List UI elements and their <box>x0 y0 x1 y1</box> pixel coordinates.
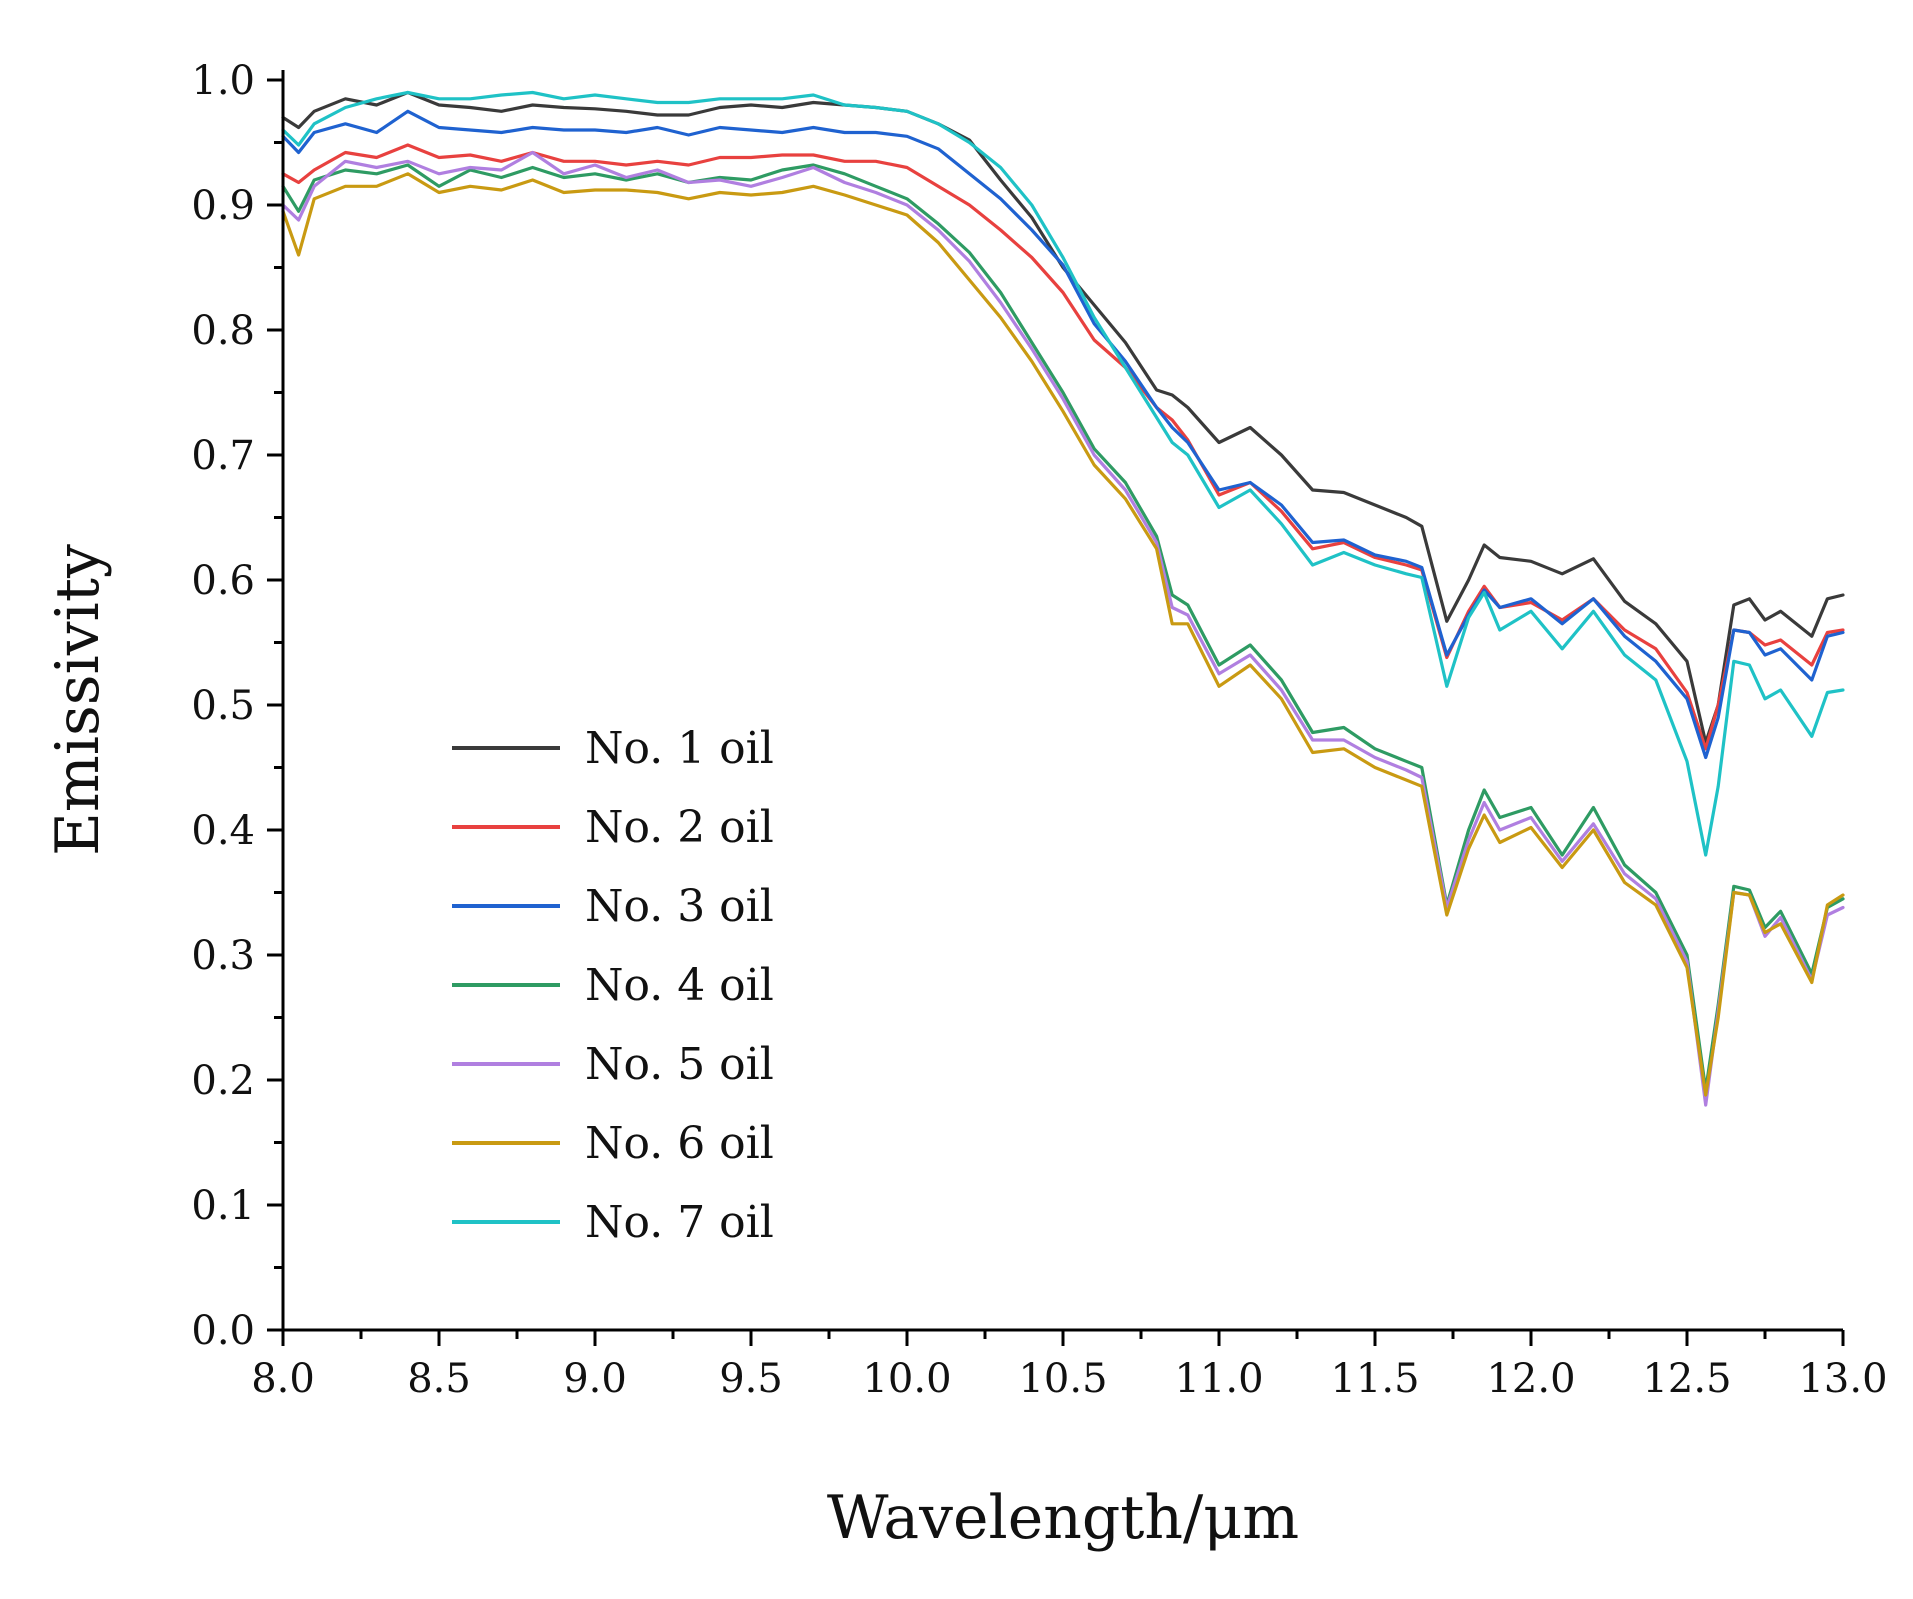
series-layer <box>281 90 1845 1107</box>
x-tick-label: 10.5 <box>1018 1356 1107 1402</box>
x-tick-label: 11.0 <box>1174 1356 1263 1402</box>
legend-label: No. 2 oil <box>585 802 774 853</box>
legend-item: No. 1 oil <box>452 723 774 774</box>
x-tick-label: 9.5 <box>719 1356 783 1402</box>
x-tick-label: 12.5 <box>1642 1356 1731 1402</box>
legend-item: No. 5 oil <box>452 1039 774 1090</box>
legend-label: No. 1 oil <box>585 723 774 774</box>
y-tick-label: 0.8 <box>191 308 255 354</box>
legend-label: No. 3 oil <box>585 881 774 932</box>
series-line-oil-5 <box>281 150 1845 1107</box>
legend-label: No. 5 oil <box>585 1039 774 1090</box>
legend-label: No. 6 oil <box>585 1118 774 1169</box>
x-tick-label: 8.5 <box>407 1356 471 1402</box>
y-tick-label: 0.6 <box>191 558 255 604</box>
y-tick-label: 0.0 <box>191 1308 255 1354</box>
ticks-layer: 8.0 8.5 9.0 9.5 10.0 10.5 11.0 11.5 12.0 12.5 13.0… <box>191 58 1887 1402</box>
series-line-oil-1 <box>281 90 1845 745</box>
x-axis-title: Wavelength/μm <box>827 1483 1299 1553</box>
y-tick-label: 1.0 <box>191 58 255 104</box>
x-tick-label: 9.0 <box>563 1356 627 1402</box>
legend-item: No. 2 oil <box>452 802 774 853</box>
legend-item: No. 4 oil <box>452 960 774 1011</box>
y-tick-label: 0.1 <box>191 1183 255 1229</box>
y-axis-title: Emissivity <box>43 544 113 856</box>
series-line-oil-2 <box>281 143 1845 751</box>
legend: No. 1 oil No. 2 oil No. 3 oil No. 4 oil No. … <box>452 723 774 1248</box>
x-tick-label: 12.0 <box>1486 1356 1575 1402</box>
x-tick-label: 10.0 <box>862 1356 951 1402</box>
y-tick-label: 0.9 <box>191 183 255 229</box>
series-line-oil-6 <box>281 172 1845 1097</box>
x-tick-label: 8.0 <box>251 1356 315 1402</box>
series-line-oil-4 <box>281 163 1845 1092</box>
x-tick-label: 11.5 <box>1330 1356 1419 1402</box>
x-tick-label: 13.0 <box>1798 1356 1887 1402</box>
legend-label: No. 7 oil <box>585 1197 774 1248</box>
legend-label: No. 4 oil <box>585 960 774 1011</box>
legend-item: No. 3 oil <box>452 881 774 932</box>
legend-item: No. 7 oil <box>452 1197 774 1248</box>
y-tick-label: 0.5 <box>191 683 255 729</box>
y-tick-label: 0.7 <box>191 433 255 479</box>
y-tick-label: 0.2 <box>191 1058 255 1104</box>
series-line-oil-3 <box>281 109 1845 760</box>
series-line-oil-7 <box>281 90 1845 857</box>
y-tick-label: 0.4 <box>191 808 255 854</box>
legend-item: No. 6 oil <box>452 1118 774 1169</box>
y-tick-label: 0.3 <box>191 933 255 979</box>
